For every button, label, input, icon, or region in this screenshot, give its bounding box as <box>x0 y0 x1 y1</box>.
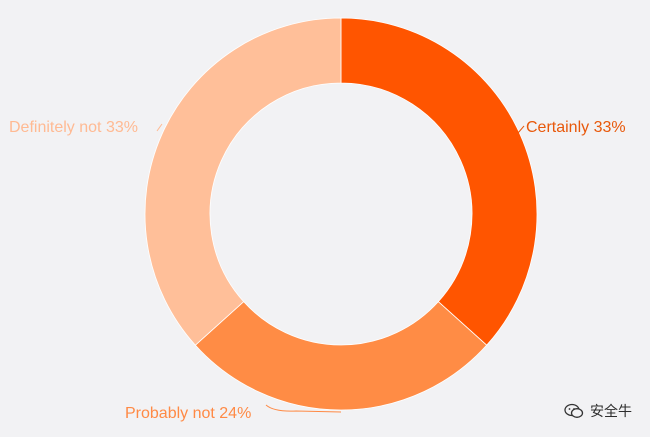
slice-label-2: Probably not 24% <box>125 405 251 422</box>
wechat-icon <box>564 403 584 418</box>
watermark: 安全牛 <box>564 401 632 421</box>
donut-slice-2 <box>194 301 488 411</box>
donut-slice-1 <box>340 17 538 346</box>
leader-line-1 <box>517 125 525 134</box>
watermark-text: 安全牛 <box>590 404 632 420</box>
leader-line-2 <box>265 404 342 413</box>
donut-slice-3 <box>144 17 342 346</box>
slice-label-3: Definitely not 33% <box>9 119 138 136</box>
slice-label-1: Certainly 33% <box>526 119 626 136</box>
leader-line-3 <box>156 123 163 132</box>
